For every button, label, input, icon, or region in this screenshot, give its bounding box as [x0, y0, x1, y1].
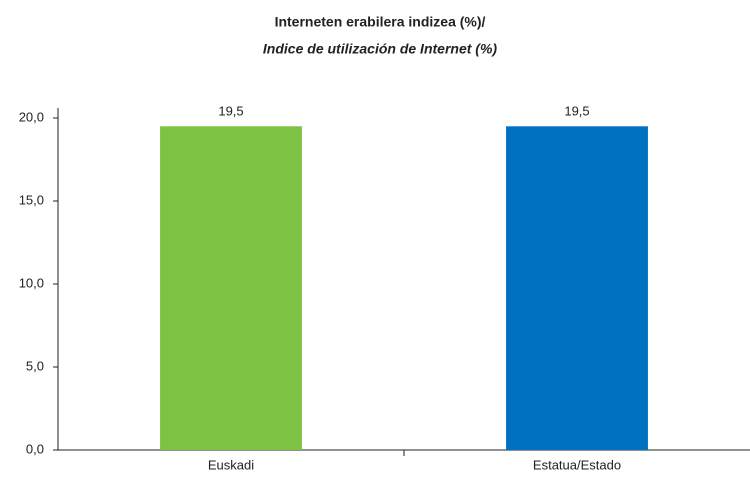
chart-title: Interneten erabilera indizea (%)/ [275, 14, 486, 30]
y-tick-label: 20,0 [19, 109, 44, 124]
y-tick-label: 10,0 [19, 275, 44, 290]
bar [506, 126, 648, 451]
y-tick-label: 15,0 [19, 192, 44, 207]
value-label: 19,5 [218, 104, 243, 119]
bar [160, 126, 302, 451]
chart-subtitle: Indice de utilización de Internet (%) [263, 41, 497, 57]
x-tick-label: Estatua/Estado [533, 457, 621, 472]
value-label: 19,5 [564, 104, 589, 119]
y-tick-label: 5,0 [26, 358, 44, 373]
y-tick-label: 0,0 [26, 441, 44, 456]
x-tick-label: Euskadi [208, 457, 254, 472]
